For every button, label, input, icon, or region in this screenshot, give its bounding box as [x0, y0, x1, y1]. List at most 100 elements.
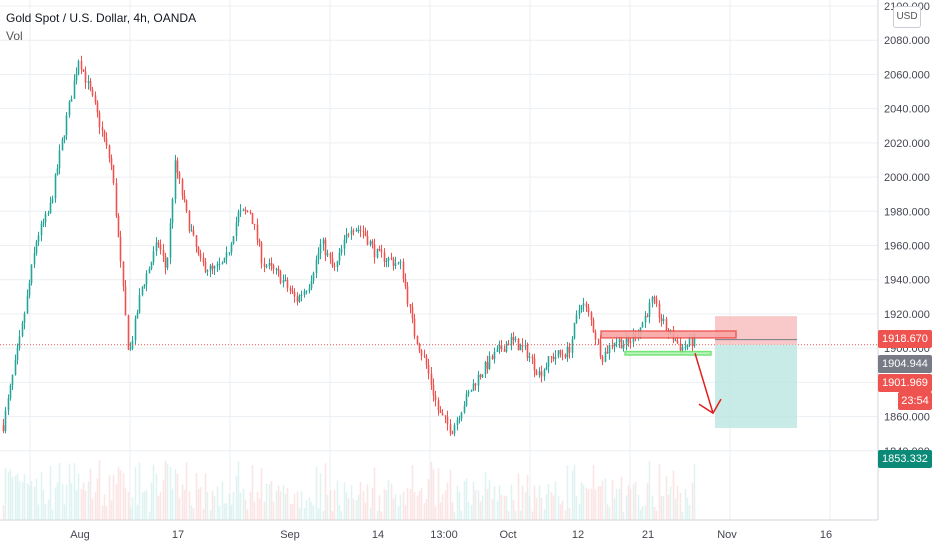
volume-bar [143, 491, 146, 520]
volume-bar [660, 496, 663, 520]
candle-body [272, 265, 275, 269]
y-tick-label: 1860.000 [884, 412, 930, 424]
volume-bar [188, 491, 191, 520]
candle-body [110, 157, 113, 165]
volume-bar [166, 463, 169, 520]
x-tick-label: Nov [717, 529, 737, 541]
volume-bar [338, 505, 341, 520]
volume-bar [289, 504, 292, 520]
volume-bar [176, 473, 179, 520]
volume-bar [411, 465, 414, 520]
candle-body [627, 338, 630, 343]
candle-body [679, 343, 682, 351]
volume-bar [552, 495, 555, 520]
volume-bar [500, 494, 503, 520]
volume-bar [496, 501, 499, 520]
volume-bar [317, 508, 320, 520]
volume-bar [87, 481, 90, 520]
candle-body [256, 224, 259, 240]
candle-body [164, 256, 167, 268]
candle-body [331, 258, 334, 266]
volume-bar [470, 504, 473, 520]
candle-body [28, 283, 31, 296]
candle-body [521, 344, 524, 347]
currency-button[interactable]: USD [893, 6, 921, 28]
candle-body [89, 80, 92, 90]
volume-indicator-label[interactable]: Vol [6, 29, 23, 43]
candle-body [441, 412, 444, 416]
volume-bar [150, 482, 153, 520]
candle-body [359, 229, 362, 232]
candle-body [543, 369, 546, 377]
volume-bar [127, 491, 130, 520]
volume-bar [101, 505, 104, 520]
candle-body [439, 410, 442, 413]
volume-bar [291, 503, 294, 520]
x-tick-label: 17 [172, 529, 184, 541]
candle-body [4, 410, 7, 432]
candle-body [625, 338, 628, 346]
volume-bar [613, 498, 616, 520]
volume-bar [174, 469, 177, 520]
candle-body [554, 356, 557, 360]
candle-body [691, 337, 694, 347]
candle-body [65, 115, 68, 136]
candle-body [552, 356, 555, 360]
candle-body [61, 139, 64, 151]
x-tick-label: 12 [572, 529, 584, 541]
candle-body [500, 345, 503, 350]
candle-body [87, 80, 90, 83]
volume-bar [590, 488, 593, 520]
candle-body [315, 259, 318, 274]
volume-bar [561, 500, 564, 520]
candle-body [425, 356, 428, 365]
candle-body [119, 236, 122, 262]
candle-body [260, 242, 263, 264]
volume-bar [284, 494, 287, 520]
volume-bar [585, 487, 588, 520]
candle-body [646, 315, 649, 317]
candle-body [216, 264, 219, 267]
volume-bar [456, 485, 459, 520]
target-price-label: 1853.332 [878, 450, 932, 468]
volume-bar [333, 489, 336, 520]
support-zone [624, 350, 712, 356]
candle-body [68, 101, 71, 116]
candle-body [648, 302, 651, 317]
volume-bar [312, 505, 315, 520]
candle-body [129, 348, 132, 350]
candle-body [253, 224, 256, 226]
volume-bar [253, 501, 256, 520]
candle-body [575, 314, 578, 323]
volume-bar [362, 491, 365, 520]
y-tick-label: 1980.000 [884, 206, 930, 218]
volume-bar [357, 494, 360, 520]
candle-body [230, 244, 233, 253]
candle-body [134, 318, 137, 341]
candle-body [559, 350, 562, 354]
volume-bar [474, 490, 477, 520]
candle-body [688, 337, 691, 345]
candle-body [258, 239, 261, 243]
candle-body [127, 315, 130, 350]
volume-bar [571, 470, 574, 520]
candle-body [390, 257, 393, 260]
x-tick-label: 21 [642, 529, 654, 541]
volume-bar [98, 460, 101, 520]
volume-bar [4, 467, 7, 520]
volume-bar [185, 462, 188, 520]
candle-body [582, 303, 585, 306]
y-tick-label: 2080.000 [884, 35, 930, 47]
candle-body [545, 367, 548, 370]
volume-bar [303, 507, 306, 520]
volume-bar [352, 498, 355, 520]
candle-body [136, 312, 139, 319]
volume-bar [246, 509, 249, 520]
candle-body [531, 356, 534, 359]
candle-body [202, 257, 205, 263]
candle-body [686, 344, 689, 347]
volume-bar [117, 467, 120, 520]
volume-bar [218, 505, 221, 520]
volume-bar [444, 490, 447, 520]
